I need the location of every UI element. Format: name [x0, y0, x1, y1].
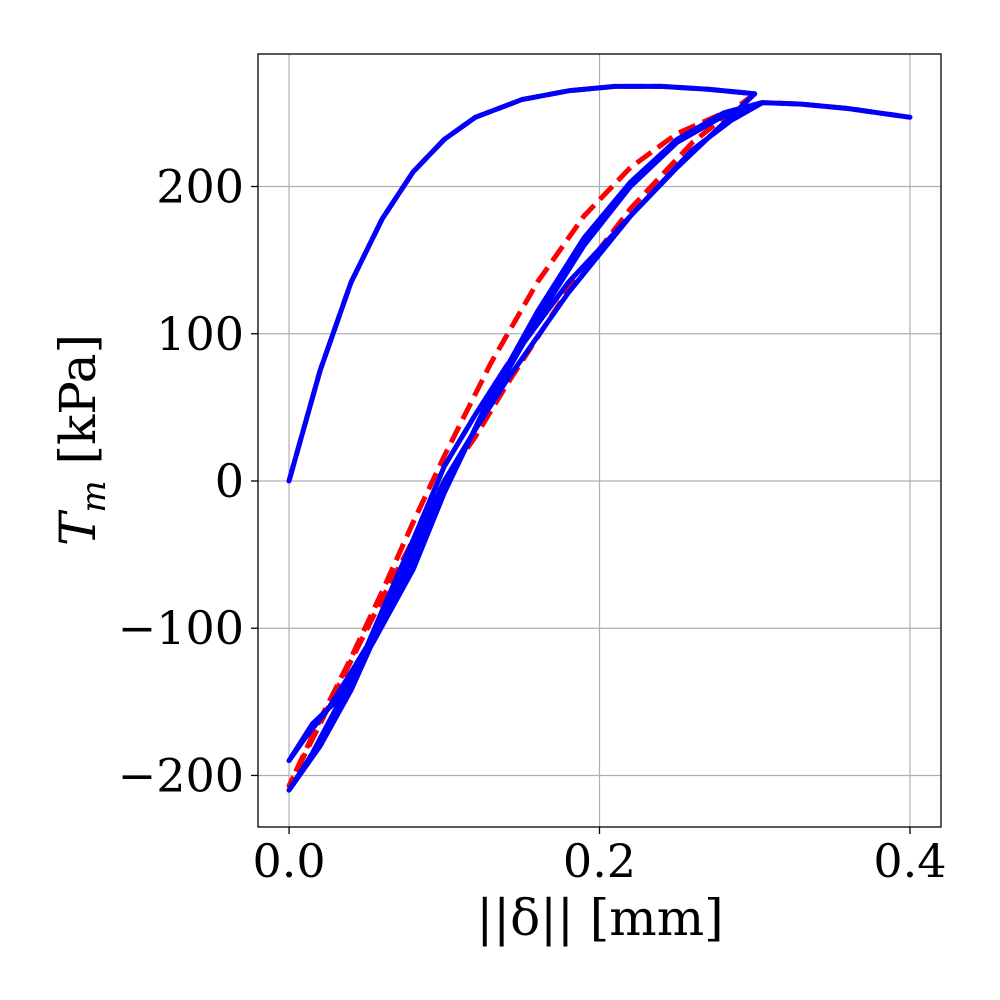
svg-text:Tm [kPa]: Tm [kPa] [49, 334, 114, 546]
y-axis-label-unit: [kPa] [49, 334, 107, 480]
y-tick-label: −200 [118, 748, 244, 802]
y-axis-label: Tm [kPa] [49, 334, 114, 546]
y-axis-label-main: T [49, 509, 107, 546]
series-group [286, 83, 913, 793]
x-tick-label: 0.4 [873, 834, 946, 888]
ticks-group: 0.0 0.2 0.4 −200 −100 0 100 200 [118, 160, 947, 888]
grid [258, 54, 941, 827]
y-tick-label: −100 [118, 601, 244, 655]
x-tick-label: 0.2 [563, 834, 636, 888]
series-line-solid-blue [286, 83, 913, 793]
y-tick-label: 200 [156, 160, 244, 214]
y-tick-label: 0 [215, 454, 244, 508]
y-axis-label-sub: m [74, 480, 114, 512]
x-tick-label: 0.0 [252, 834, 325, 888]
x-axis-label: ||δ|| [mm] [476, 889, 723, 947]
y-tick-label: 100 [156, 307, 244, 361]
